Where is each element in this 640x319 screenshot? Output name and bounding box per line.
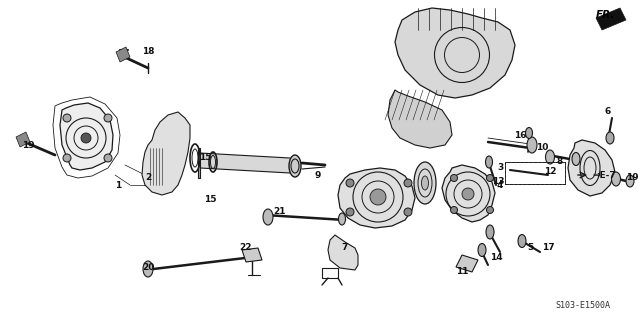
Text: 17: 17 xyxy=(541,243,554,253)
Ellipse shape xyxy=(518,234,526,248)
Text: 9: 9 xyxy=(315,170,321,180)
Circle shape xyxy=(81,133,91,143)
Polygon shape xyxy=(395,8,515,98)
Text: 15: 15 xyxy=(204,196,216,204)
Circle shape xyxy=(404,208,412,216)
Ellipse shape xyxy=(486,156,493,168)
Polygon shape xyxy=(142,112,190,195)
Text: 15: 15 xyxy=(199,153,211,162)
Circle shape xyxy=(346,208,354,216)
Polygon shape xyxy=(338,168,415,228)
Circle shape xyxy=(451,206,458,213)
Circle shape xyxy=(63,154,71,162)
Ellipse shape xyxy=(525,128,532,138)
Text: 7: 7 xyxy=(342,243,348,253)
Text: 11: 11 xyxy=(456,268,468,277)
Text: 10: 10 xyxy=(536,144,548,152)
Text: FR.: FR. xyxy=(596,10,616,20)
Ellipse shape xyxy=(486,225,494,239)
Circle shape xyxy=(104,114,112,122)
Circle shape xyxy=(462,188,474,200)
Text: 22: 22 xyxy=(240,243,252,253)
Text: 19: 19 xyxy=(626,174,638,182)
Text: 21: 21 xyxy=(274,207,286,217)
Polygon shape xyxy=(200,153,290,173)
Polygon shape xyxy=(16,132,30,147)
Bar xyxy=(505,162,565,184)
Ellipse shape xyxy=(572,152,580,166)
Text: 19: 19 xyxy=(22,140,35,150)
Polygon shape xyxy=(442,165,495,222)
Ellipse shape xyxy=(545,150,554,164)
Polygon shape xyxy=(596,8,626,30)
Ellipse shape xyxy=(478,243,486,256)
Text: 12: 12 xyxy=(544,167,556,176)
Circle shape xyxy=(63,114,71,122)
Ellipse shape xyxy=(263,209,273,225)
Ellipse shape xyxy=(143,261,153,277)
Text: 16: 16 xyxy=(514,130,526,139)
Ellipse shape xyxy=(626,175,634,187)
Text: 2: 2 xyxy=(145,174,151,182)
Ellipse shape xyxy=(414,162,436,204)
Ellipse shape xyxy=(606,132,614,144)
Circle shape xyxy=(404,179,412,187)
Polygon shape xyxy=(242,248,262,262)
Bar xyxy=(505,162,565,184)
Ellipse shape xyxy=(289,155,301,177)
Ellipse shape xyxy=(422,176,429,190)
Text: 18: 18 xyxy=(141,48,154,56)
Text: 6: 6 xyxy=(605,108,611,116)
Text: 5: 5 xyxy=(527,243,533,253)
Text: 20: 20 xyxy=(142,263,154,272)
Polygon shape xyxy=(568,140,615,196)
Text: 8: 8 xyxy=(557,158,563,167)
Polygon shape xyxy=(328,235,358,270)
Ellipse shape xyxy=(527,137,537,153)
Text: ⇒E-7: ⇒E-7 xyxy=(592,170,616,180)
Ellipse shape xyxy=(611,172,621,186)
Text: S103-E1500A: S103-E1500A xyxy=(555,300,610,309)
Circle shape xyxy=(451,174,458,182)
Polygon shape xyxy=(388,90,452,148)
Polygon shape xyxy=(456,255,478,272)
Text: 13: 13 xyxy=(492,177,504,187)
Polygon shape xyxy=(60,103,113,170)
Text: 1: 1 xyxy=(115,181,121,189)
Text: 14: 14 xyxy=(490,254,502,263)
Polygon shape xyxy=(116,47,130,62)
Circle shape xyxy=(486,206,493,213)
Text: 3: 3 xyxy=(497,164,503,173)
Circle shape xyxy=(104,154,112,162)
Text: 4: 4 xyxy=(497,181,503,189)
Circle shape xyxy=(370,189,386,205)
Ellipse shape xyxy=(339,213,346,225)
Polygon shape xyxy=(198,148,200,178)
Circle shape xyxy=(486,174,493,182)
Circle shape xyxy=(346,179,354,187)
